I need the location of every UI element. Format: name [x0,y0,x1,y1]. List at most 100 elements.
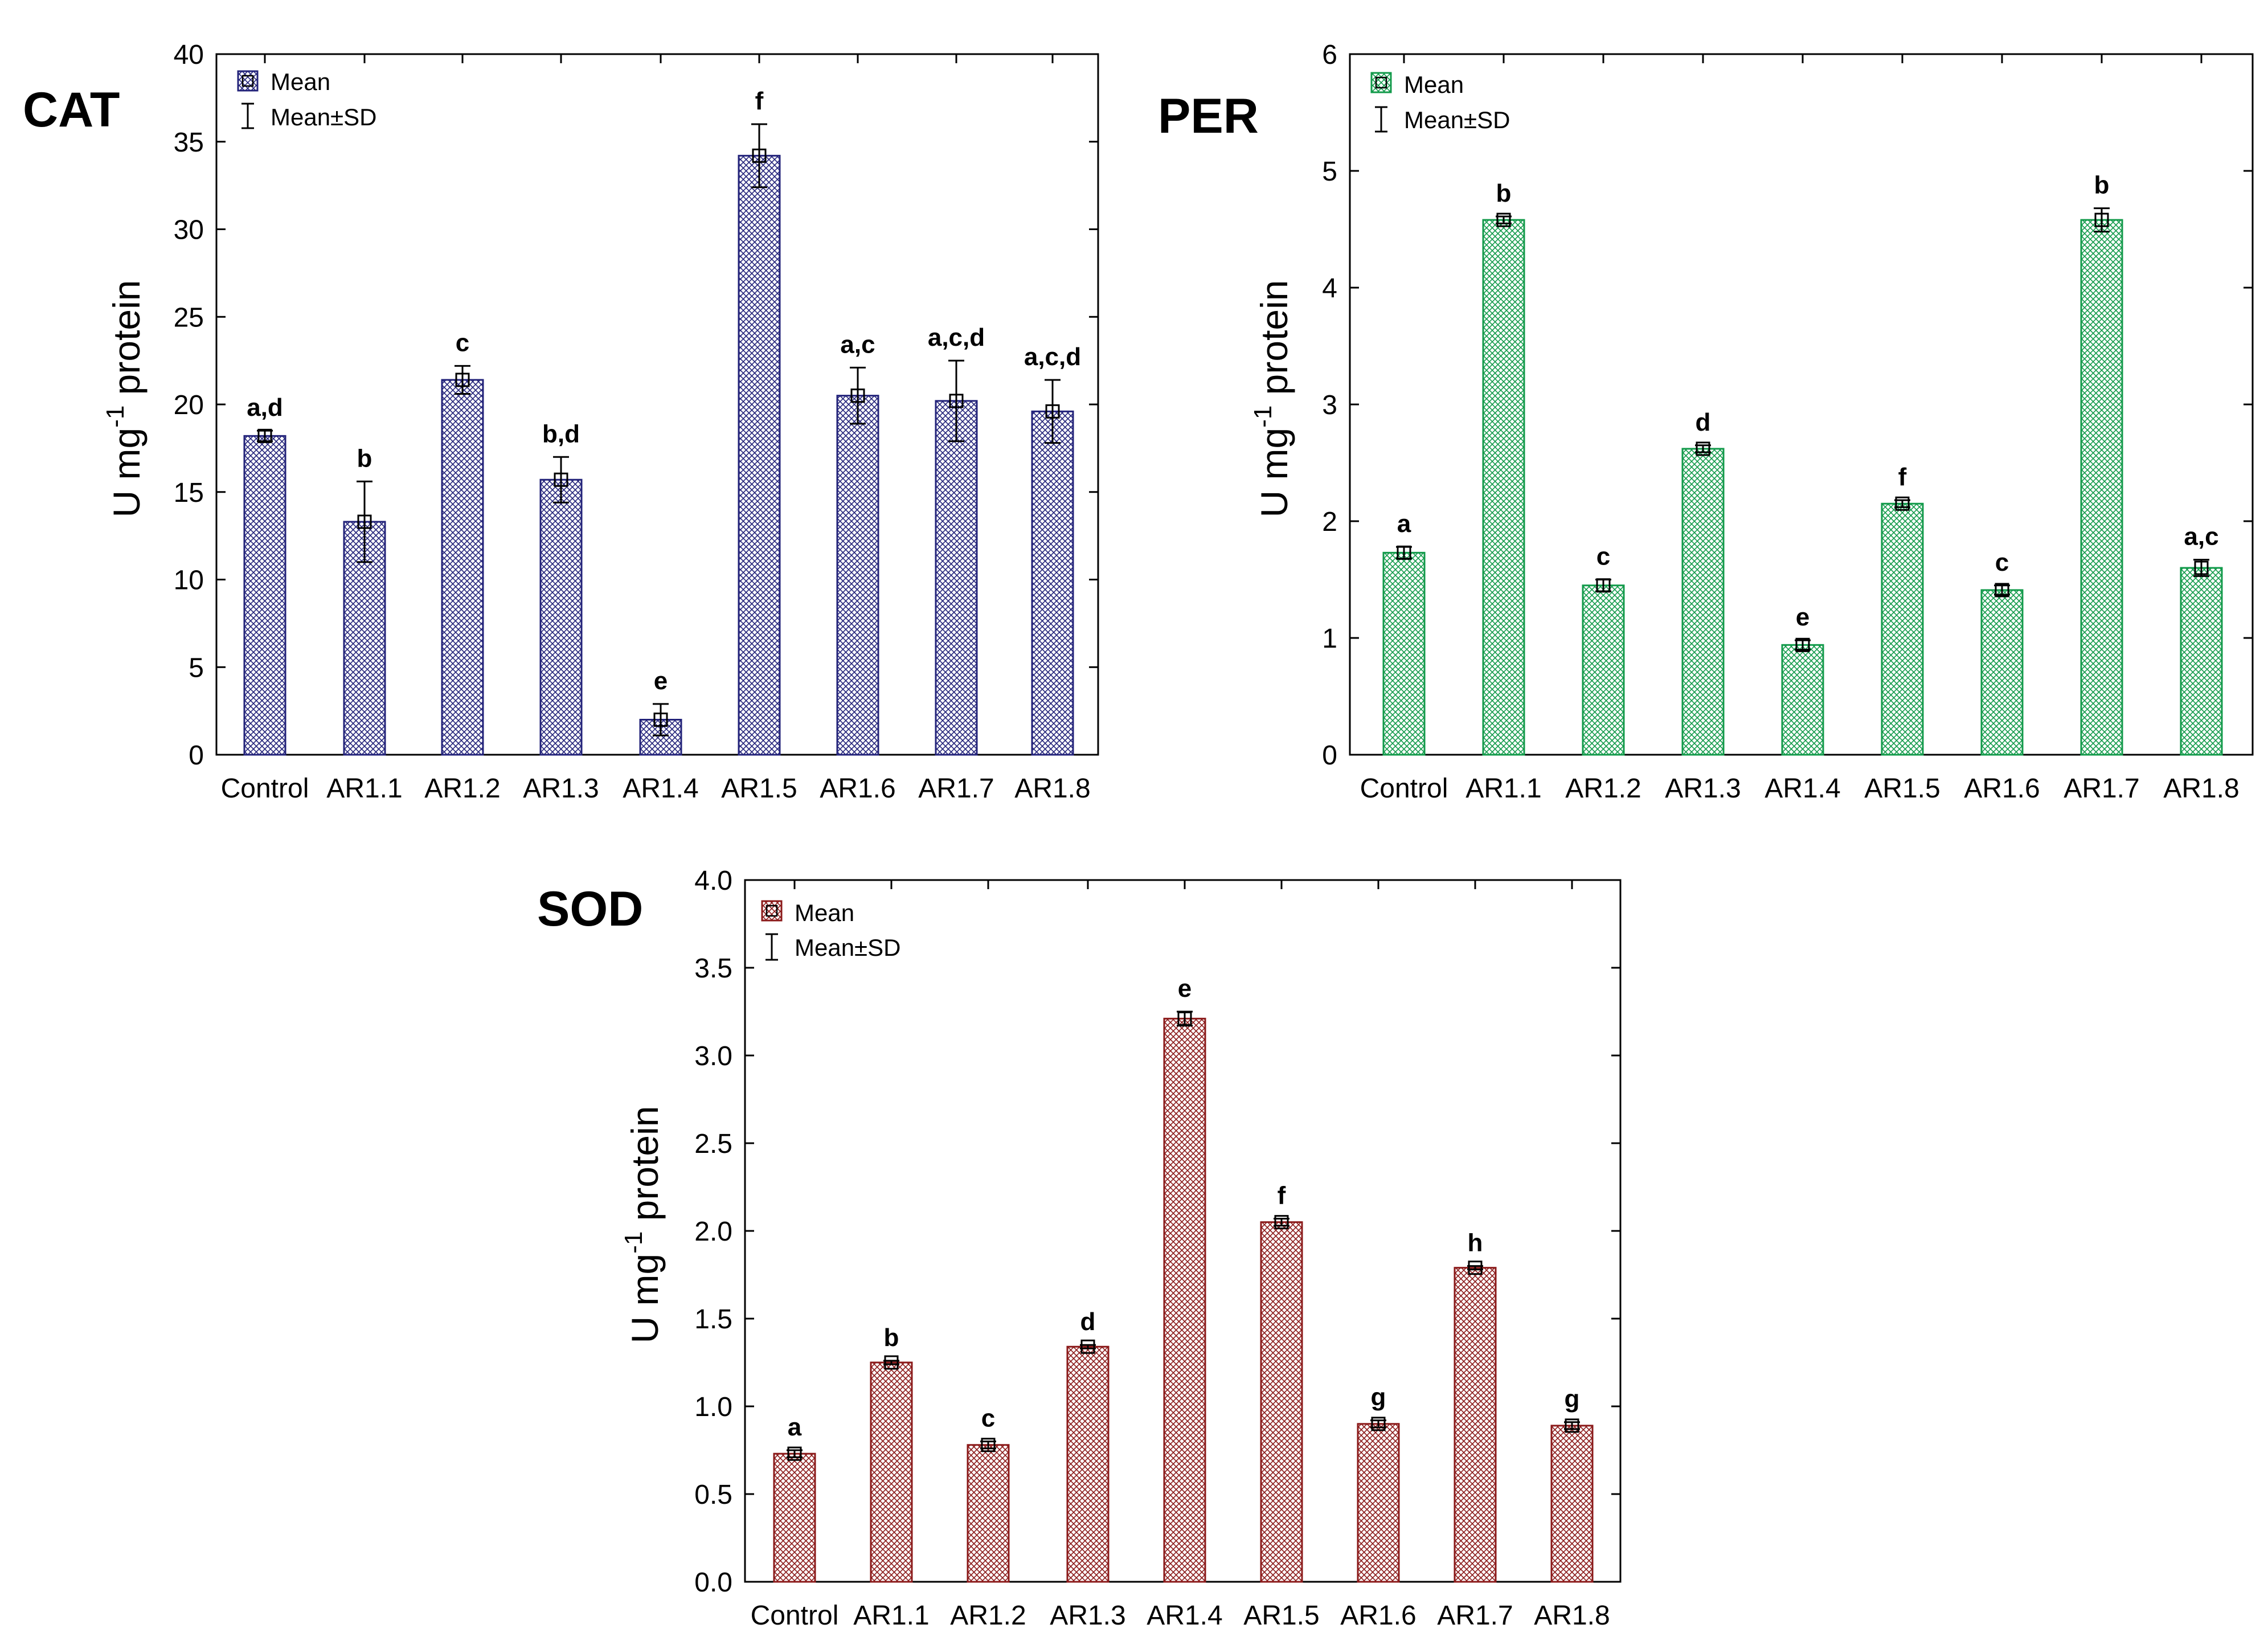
significance-label: e [654,667,668,695]
significance-label: b [1496,179,1512,207]
error-bar [1994,584,2010,596]
y-axis-title-sod: U mg-1 protein [620,1106,666,1344]
cat-panel: CAT U mg-1 protein Mean Mean±SD 0 5 10 15 20… [23,40,1099,804]
x-tick-label: Control [751,1601,839,1631]
legend-marker-icon [1375,76,1387,89]
mean-marker [1995,583,2009,598]
mean-marker [1177,1011,1192,1026]
panel-title-per: PER [1158,89,1259,144]
legend-errorbar-icon [765,933,778,961]
mean-marker [884,1355,899,1370]
bar [1031,410,1074,756]
x-tick-label: AR1.2 [424,774,500,804]
y-tick-label: 30 [174,215,204,245]
error-bar [1496,215,1512,224]
sod-panel: SOD U mg-1 protein Mean Mean±SD 0.0 0.5 1.… [537,866,1622,1631]
x-tick-label: AR1.1 [1465,774,1541,804]
mean-marker [850,388,865,403]
x-tick-label: AR1.4 [1765,774,1840,804]
significance-label: a,c [2184,523,2218,551]
significance-label: e [1796,603,1810,631]
x-tick-label: Control [221,774,309,804]
x-tick-label: AR1.6 [1340,1601,1416,1631]
legend-marker-icon [765,905,778,917]
legend-errorbar-icon [1375,106,1387,133]
significance-label: c [1596,543,1610,571]
bar [1382,551,1426,756]
error-bar [653,703,669,736]
significance-label: a,d [247,394,283,422]
bar [1260,1221,1303,1583]
mean-marker [455,373,470,387]
significance-label: h [1468,1229,1483,1257]
error-bar [1467,1265,1483,1271]
significance-label: b [884,1324,899,1352]
x-tick-label: AR1.5 [1864,774,1940,804]
legend-mean-label: Mean [271,68,330,95]
x-tick-label: AR1.3 [523,774,599,804]
significance-label: f [1278,1181,1286,1209]
x-tick-label: AR1.1 [853,1601,929,1631]
x-tick-label: AR1.2 [1565,774,1641,804]
bars-per: a Control b AR1.1 c AR1.2 d AR1.3 e AR1.4 f AR1.5 c A… [1360,171,2240,804]
bar [539,478,583,756]
bar [836,395,879,756]
y-ticks-sod: 0.0 0.5 1.0 1.5 2.0 2.5 3.0 3.5 4.0 [694,866,1620,1598]
legend-sd-label: Mean±SD [795,934,900,961]
mean-marker [1468,1261,1483,1275]
legend-marker-icon [241,75,254,87]
y-tick-label: 10 [174,566,204,596]
x-tick-label: AR1.7 [918,774,994,804]
bars-sod: a Control b AR1.1 c AR1.2 d AR1.3 e AR1.4 f AR1.5 g A… [751,975,1610,1631]
bar [1454,1267,1497,1583]
x-tick-label: AR1.7 [2064,774,2139,804]
significance-label: e [1178,975,1192,1003]
y-tick-label: 4 [1322,273,1337,304]
bar [243,435,286,756]
error-bar [2094,207,2110,233]
x-tick-label: AR1.4 [623,774,698,804]
bar [1482,219,1525,756]
significance-label: d [1696,408,1711,436]
per-panel: PER U mg-1 protein Mean Mean±SD 0123456 … [1158,40,2254,804]
y-tick-label: 1.5 [694,1304,732,1335]
bar [1881,502,1924,756]
error-bar [1795,639,1811,650]
y-ticks-cat: 0 5 10 15 20 25 30 35 40 [174,40,1098,771]
mean-marker [1795,637,1810,652]
x-tick-label: AR1.5 [721,774,797,804]
y-tick-label: 6 [1322,40,1337,70]
x-tick-label: AR1.6 [1964,774,2040,804]
error-bar [1370,1419,1386,1429]
x-tick-label: AR1.8 [1014,774,1090,804]
y-tick-label: 1.0 [694,1392,732,1422]
bar [935,400,978,756]
significance-label: c [1995,549,2009,576]
error-bar [1274,1217,1289,1227]
error-bar [787,1449,803,1458]
bar [1357,1423,1400,1583]
y-axis-title-cat: U mg-1 protein [101,280,148,518]
y-tick-label: 0 [1322,740,1337,771]
mean-marker [787,1446,802,1461]
x-tick-label: AR1.4 [1147,1601,1222,1631]
mean-marker [2194,560,2209,575]
bar [1681,448,1725,756]
error-bar [1894,499,1910,508]
significance-label: b,d [542,420,580,448]
legend-swatch-cat [237,70,259,92]
mean-marker [1496,212,1511,227]
x-tick-label: Control [1360,774,1448,804]
y-tick-label: 25 [174,302,204,333]
x-tick-label: AR1.3 [1050,1601,1125,1631]
significance-label: a [788,1413,802,1441]
y-tick-label: 0 [189,740,204,771]
significance-label: a,c,d [1024,343,1081,371]
panel-title-cat: CAT [23,83,120,137]
y-tick-label: 0.5 [694,1480,732,1510]
significance-label: f [755,87,764,115]
legend-cat: Mean Mean±SD [237,68,376,130]
x-tick-label: AR1.6 [820,774,895,804]
error-bar [850,366,866,425]
x-tick-label: AR1.8 [2163,774,2239,804]
